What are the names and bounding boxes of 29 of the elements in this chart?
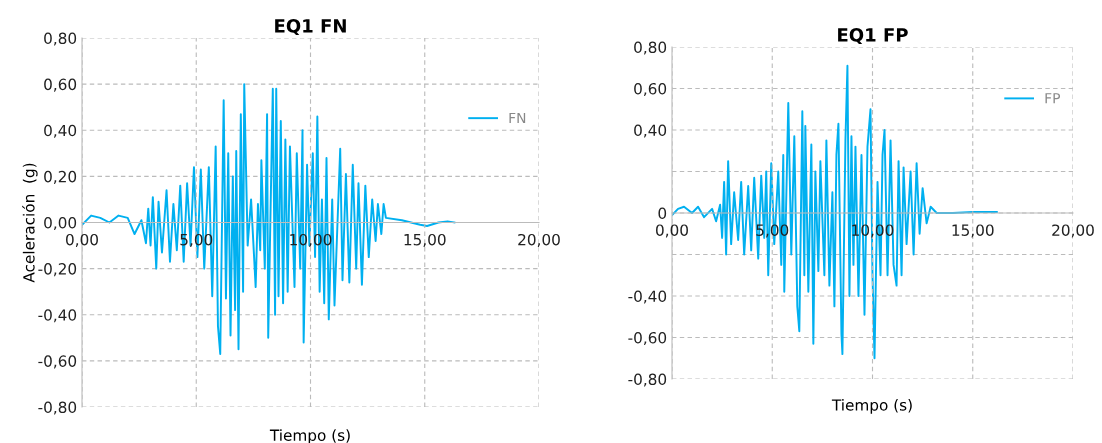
chart-title: EQ1 FN xyxy=(275,19,346,36)
x-tick-label: 15,00 xyxy=(404,233,446,247)
y-tick-label: -0,80 xyxy=(38,401,77,415)
y-tick-label: -0,80 xyxy=(628,373,667,387)
y-tick-label: 0,80 xyxy=(44,32,77,46)
y-tick-label: 0,60 xyxy=(634,82,667,97)
y-tick-label: -0,40 xyxy=(628,290,667,304)
y-tick-label: -0,20 xyxy=(38,263,77,277)
y-tick-label: -0,40 xyxy=(38,309,77,323)
x-axis-title: Tiempo (s) xyxy=(269,429,350,443)
x-tick-label: 5,00 xyxy=(180,233,213,247)
y-tick-label: 0,40 xyxy=(44,124,77,138)
legend-label: FN xyxy=(509,112,526,124)
chart-title: EQ1 FP xyxy=(838,28,908,45)
x-tick-label: 0,00 xyxy=(656,224,688,238)
legend-label: FP xyxy=(1045,93,1061,104)
x-tick-label: 15,00 xyxy=(952,224,994,238)
y-axis-title: Aceleración (g) xyxy=(22,163,38,283)
x-tick-label: 20,00 xyxy=(518,233,560,247)
y-tick-label: 0 xyxy=(658,207,667,220)
y-tick-label: -0,60 xyxy=(38,355,77,369)
x-tick-label: 0,00 xyxy=(66,233,98,247)
y-tick-label: -0,60 xyxy=(628,331,667,346)
y-tick-label: 0,80 xyxy=(634,41,667,55)
y-tick-label: 0,40 xyxy=(634,124,667,138)
x-tick-label: 20,00 xyxy=(1052,224,1094,238)
y-tick-label: 0,20 xyxy=(44,170,77,184)
y-tick-label: 0,60 xyxy=(44,78,77,92)
x-axis-title: Tiempo (s) xyxy=(831,398,912,414)
